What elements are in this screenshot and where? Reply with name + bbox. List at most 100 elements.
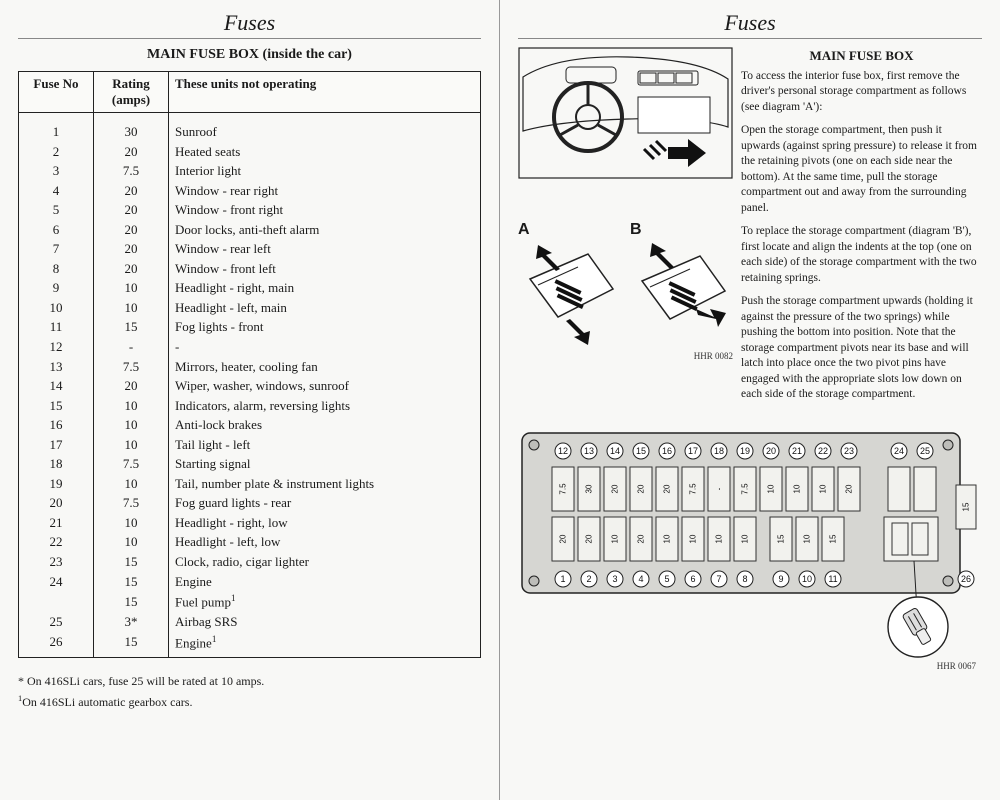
svg-text:20: 20 — [845, 484, 854, 493]
svg-text:25: 25 — [920, 446, 930, 456]
cell-unit: Headlight - right, main — [169, 278, 481, 298]
cell-fuse-no — [19, 591, 94, 612]
instr-p3: To replace the storage compartment (diag… — [741, 224, 982, 286]
svg-text:2: 2 — [586, 574, 591, 584]
cell-rating: - — [94, 337, 169, 357]
cell-rating: 15 — [94, 552, 169, 572]
svg-text:7.5: 7.5 — [741, 483, 750, 495]
table-row: 207.5Fog guard lights - rear — [19, 493, 481, 513]
svg-text:7.5: 7.5 — [559, 483, 568, 495]
cell-rating: 15 — [94, 632, 169, 658]
cell-fuse-no: 18 — [19, 454, 94, 474]
svg-text:12: 12 — [558, 446, 568, 456]
cell-unit: Fog guard lights - rear — [169, 493, 481, 513]
cell-fuse-no: 8 — [19, 259, 94, 279]
cell-rating: 20 — [94, 200, 169, 220]
cell-unit: Window - rear right — [169, 181, 481, 201]
cell-fuse-no: 17 — [19, 435, 94, 455]
cell-unit: Sunroof — [169, 113, 481, 142]
diagram-ref-1: HHR 0082 — [518, 351, 733, 361]
svg-text:7.5: 7.5 — [689, 483, 698, 495]
cell-fuse-no: 23 — [19, 552, 94, 572]
cell-unit: Starting signal — [169, 454, 481, 474]
cell-fuse-no: 19 — [19, 474, 94, 494]
table-row: 137.5Mirrors, heater, cooling fan — [19, 357, 481, 377]
svg-text:22: 22 — [818, 446, 828, 456]
cell-unit: Window - front right — [169, 200, 481, 220]
cell-unit: Interior light — [169, 161, 481, 181]
table-row: 1010Headlight - left, main — [19, 298, 481, 318]
table-row: 620Door locks, anti-theft alarm — [19, 220, 481, 240]
cell-rating: 10 — [94, 278, 169, 298]
cell-rating: 10 — [94, 474, 169, 494]
cell-rating: 7.5 — [94, 454, 169, 474]
diagram-column: A — [518, 47, 733, 411]
svg-text:4: 4 — [638, 574, 643, 584]
footnote-2: 1On 416SLi automatic gearbox cars. — [18, 692, 481, 712]
cell-fuse-no: 13 — [19, 357, 94, 377]
cell-unit: Airbag SRS — [169, 612, 481, 632]
page-title-r: Fuses — [518, 10, 982, 39]
cell-fuse-no: 22 — [19, 532, 94, 552]
cell-fuse-no: 21 — [19, 513, 94, 533]
instructions-header: MAIN FUSE BOX — [741, 47, 982, 65]
cell-rating: 10 — [94, 513, 169, 533]
cell-unit: Headlight - right, low — [169, 513, 481, 533]
svg-text:10: 10 — [663, 534, 672, 543]
svg-text:16: 16 — [662, 446, 672, 456]
cell-fuse-no: 1 — [19, 113, 94, 142]
cell-rating: 15 — [94, 317, 169, 337]
cell-fuse-no: 2 — [19, 142, 94, 162]
svg-text:15: 15 — [777, 534, 786, 543]
cell-rating: 7.5 — [94, 493, 169, 513]
cell-unit: Engine1 — [169, 632, 481, 658]
svg-text:10: 10 — [803, 534, 812, 543]
cell-fuse-no: 9 — [19, 278, 94, 298]
cell-unit: Wiper, washer, windows, sunroof — [169, 376, 481, 396]
table-row: 220Heated seats — [19, 142, 481, 162]
svg-text:20: 20 — [637, 534, 646, 543]
cell-fuse-no: 14 — [19, 376, 94, 396]
diagram-b: B — [630, 221, 730, 349]
cell-rating: 15 — [94, 572, 169, 592]
cell-fuse-no: 7 — [19, 239, 94, 259]
cell-fuse-no: 11 — [19, 317, 94, 337]
cell-rating: 10 — [94, 396, 169, 416]
cell-unit: Engine — [169, 572, 481, 592]
cell-fuse-no: 12 — [19, 337, 94, 357]
svg-text:10: 10 — [802, 574, 812, 584]
diagram-a: A — [518, 221, 618, 349]
svg-text:20: 20 — [585, 534, 594, 543]
cell-fuse-no: 15 — [19, 396, 94, 416]
cell-fuse-no: 25 — [19, 612, 94, 632]
table-row: 910Headlight - right, main — [19, 278, 481, 298]
svg-text:10: 10 — [741, 534, 750, 543]
svg-text:18: 18 — [714, 446, 724, 456]
svg-text:20: 20 — [637, 484, 646, 493]
svg-text:30: 30 — [585, 484, 594, 493]
cell-unit: Clock, radio, cigar lighter — [169, 552, 481, 572]
cell-fuse-no: 6 — [19, 220, 94, 240]
table-row: 2615Engine1 — [19, 632, 481, 658]
table-row: 12-- — [19, 337, 481, 357]
svg-text:20: 20 — [559, 534, 568, 543]
cell-unit: Tail, number plate & instrument lights — [169, 474, 481, 494]
cell-rating: 15 — [94, 591, 169, 612]
cell-unit: Window - front left — [169, 259, 481, 279]
svg-text:20: 20 — [611, 484, 620, 493]
cell-unit: Mirrors, heater, cooling fan — [169, 357, 481, 377]
fusebox-diagram: 127.51330142015201620177.518-197.5201021… — [518, 429, 982, 671]
cell-fuse-no: 20 — [19, 493, 94, 513]
svg-text:23: 23 — [844, 446, 854, 456]
svg-text:10: 10 — [767, 484, 776, 493]
cell-rating: 10 — [94, 435, 169, 455]
svg-text:15: 15 — [962, 502, 971, 511]
svg-text:8: 8 — [742, 574, 747, 584]
instr-p4: Push the storage compartment upwards (ho… — [741, 294, 982, 403]
table-row: 37.5Interior light — [19, 161, 481, 181]
table-row: 15Fuel pump1 — [19, 591, 481, 612]
svg-text:11: 11 — [828, 574, 837, 584]
cell-rating: 3* — [94, 612, 169, 632]
table-row: 820Window - front left — [19, 259, 481, 279]
table-row: 1710Tail light - left — [19, 435, 481, 455]
